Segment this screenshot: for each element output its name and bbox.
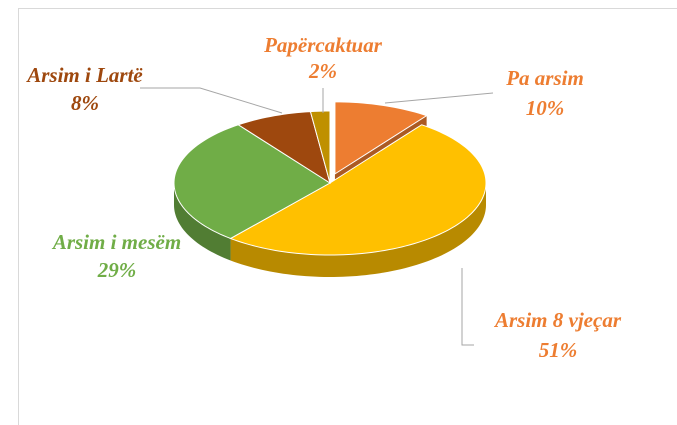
category-label: Arsim i mesëm — [51, 230, 181, 254]
value-label: 2% — [308, 59, 337, 83]
slice — [334, 101, 428, 175]
slice — [237, 111, 331, 185]
slice-side — [174, 183, 231, 261]
category-label: Pa arsim — [505, 66, 584, 90]
category-label: Arsim i Lartë — [25, 63, 143, 87]
leader-line — [140, 87, 283, 114]
value-label: 8% — [71, 91, 99, 115]
slice — [173, 124, 331, 240]
leader-line — [384, 92, 494, 104]
leader-line — [461, 268, 474, 346]
value-label: 10% — [526, 96, 565, 120]
value-label: 29% — [97, 258, 137, 282]
slice — [229, 124, 487, 256]
value-label: 51% — [539, 338, 578, 362]
slice — [309, 110, 331, 184]
chart-border — [18, 8, 677, 425]
category-label: Papërcaktuar — [263, 33, 383, 57]
category-label: Arsim 8 vjeçar — [493, 308, 622, 332]
